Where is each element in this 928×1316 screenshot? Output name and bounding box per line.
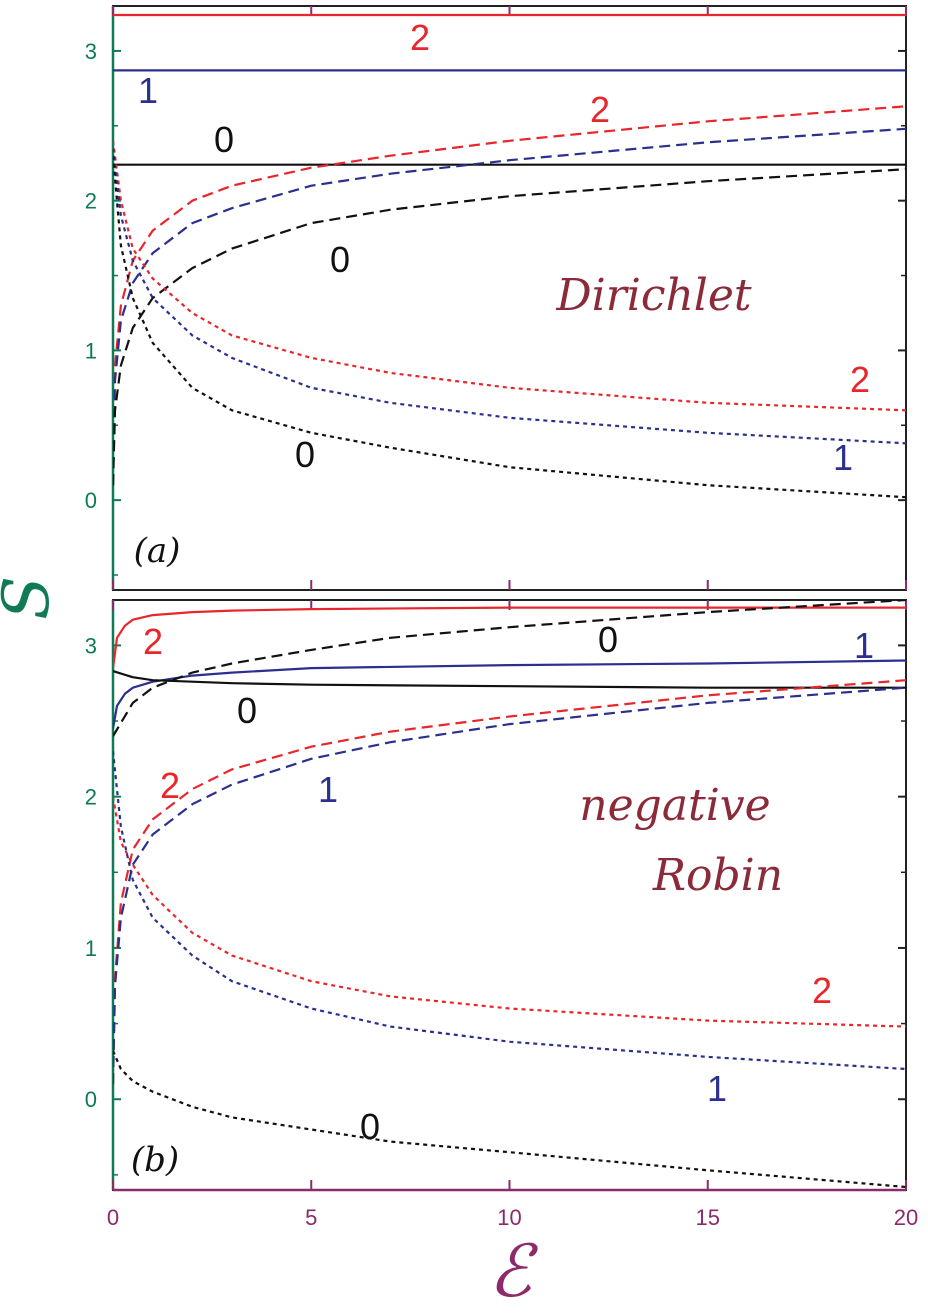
curve-label: 2	[160, 765, 180, 806]
region-annotation: Robin	[652, 850, 783, 901]
y-tick-label: 1	[85, 338, 97, 363]
panel-b: 0 1 2 3 2 1 0 0 2 1 2 1 0 (b) negative Robin	[85, 599, 907, 1192]
y-tick-label: 2	[85, 189, 97, 214]
curve-label: 1	[833, 437, 853, 478]
y-tick-label: 0	[85, 1087, 97, 1112]
curve-label: 1	[318, 769, 338, 810]
region-annotation: Dirichlet	[555, 270, 752, 321]
series-line-blue-dashed-1	[113, 127, 906, 486]
x-tick-label: 15	[696, 1205, 720, 1230]
curve-label: 1	[138, 70, 158, 111]
series-line-red-dotted-2	[113, 140, 906, 412]
y-tick-label: 2	[85, 785, 97, 810]
series-line-black-solid-0	[113, 669, 906, 689]
y-tick-label: 3	[85, 633, 97, 658]
x-tick-label: 5	[305, 1205, 317, 1230]
curve-label: 0	[237, 690, 257, 731]
curve-label: 0	[598, 619, 618, 660]
x-axis: 0 5 10 15 20	[107, 1205, 918, 1230]
curve-label: 2	[590, 89, 610, 130]
curve-label: 1	[707, 1068, 727, 1109]
plot-frame	[112, 5, 907, 591]
x-tick-label: 20	[894, 1205, 918, 1230]
series-line-blue-solid-1	[113, 659, 906, 730]
y-axis-title: S	[0, 576, 64, 620]
curve-label: 1	[854, 625, 874, 666]
series-line-black-dotted-0	[113, 155, 906, 499]
series-line-blue-dotted-1	[113, 751, 906, 1071]
panel-a: 0 1 2 3 2 1 0 2 0 2 1 0 (a) Dirichlet	[85, 5, 907, 591]
series-line-black-dotted-0	[113, 1050, 906, 1189]
region-annotation: negative	[579, 780, 770, 831]
y-tick-label: 3	[85, 39, 97, 64]
series-line-black-dashed-0	[113, 168, 906, 486]
curve-label: 0	[360, 1106, 380, 1147]
curve-label: 0	[295, 434, 315, 475]
y-tick-label: 0	[85, 488, 97, 513]
curve-label: 2	[850, 359, 870, 400]
series-line-red-dotted-2	[113, 796, 906, 1028]
curve-label: 0	[330, 239, 350, 280]
panel-tag: (a)	[134, 531, 181, 571]
curve-label: 2	[410, 17, 430, 58]
curve-label: 2	[143, 621, 163, 662]
series-line-blue-dotted-1	[113, 148, 906, 445]
curve-label: 2	[812, 970, 832, 1011]
series-line-red-solid-2	[113, 606, 906, 670]
series-line-red-dashed-2	[113, 105, 906, 486]
series-line-blue-dashed-1	[113, 686, 906, 1085]
y-tick-label: 1	[85, 936, 97, 961]
panel-tag: (b)	[131, 1140, 179, 1180]
series-line-black-dashed-0	[113, 600, 906, 737]
x-tick-label: 10	[497, 1205, 521, 1230]
series-line-red-dashed-2	[113, 679, 906, 1085]
x-axis-title: ℰ	[488, 1229, 538, 1313]
x-tick-label: 0	[107, 1205, 119, 1230]
curve-label: 0	[214, 119, 234, 160]
